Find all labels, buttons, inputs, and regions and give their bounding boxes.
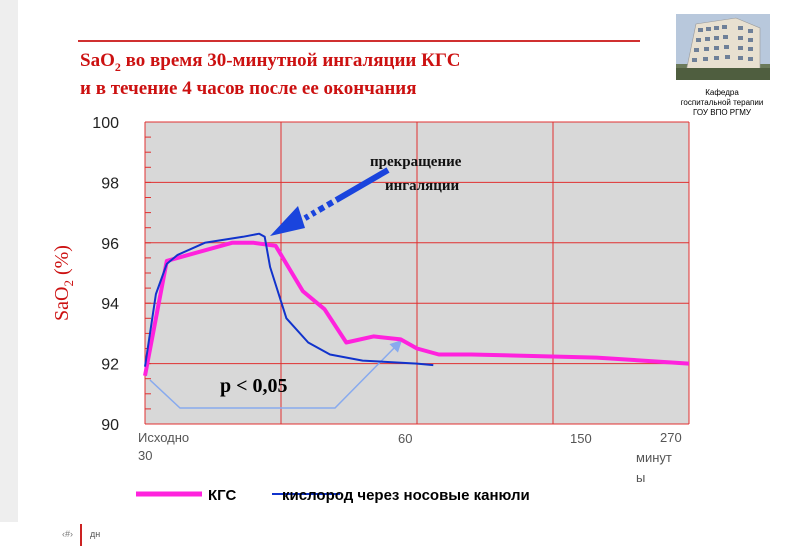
title-line-2: и в течение 4 часов после ее окончания	[80, 77, 417, 99]
slide-title: SaO2 во время 30-минутной ингаляции КГС …	[80, 50, 640, 100]
y-tick-label: 90	[101, 417, 119, 434]
logo-caption: Кафедра госпитальной терапии ГОУ ВПО РГМ…	[664, 88, 780, 118]
y-tick-label: 100	[92, 115, 119, 132]
y-tick-label: 96	[101, 236, 119, 253]
x-tick-label: Исходно	[138, 430, 189, 445]
x-tick-label: минут	[636, 450, 672, 465]
p-bracket	[149, 339, 403, 409]
x-tick-150: 150	[570, 431, 592, 446]
y-tick-label: 92	[101, 357, 119, 374]
y-tick-label: 94	[101, 296, 119, 313]
stop-inhalation-arrow	[270, 167, 390, 236]
footer-divider	[80, 524, 82, 546]
title-line-1: SaO2 во время 30-минутной ингаляции КГС	[80, 50, 640, 78]
x-tick-60: 60	[398, 431, 412, 446]
x-tick-label: 30	[138, 448, 152, 463]
title-rule	[78, 40, 640, 42]
x-tick-270: 270 минут ы	[636, 430, 682, 485]
y-tick-label: 98	[101, 175, 119, 192]
series-line-kgs	[143, 240, 690, 377]
legend-label-oxygen: кислород через носовые канюли	[282, 487, 530, 504]
p-value-label: p < 0,05	[220, 375, 288, 397]
x-tick-label: 270	[660, 430, 682, 445]
logo-caption-line-3: ГОУ ВПО РГМУ	[693, 108, 751, 117]
legend-label-kgs: КГС	[208, 487, 236, 504]
annotation-line: прекращение	[370, 154, 462, 170]
y-axis-label: SaO2 (%)	[51, 245, 76, 321]
x-tick-baseline: Исходно 30	[138, 430, 189, 463]
title-subscript: 2	[114, 59, 121, 74]
series-line-oxygen	[144, 232, 434, 367]
annotation-line: ингаляции	[385, 178, 460, 194]
legend: КГС кислород через носовые канюли	[136, 487, 530, 504]
stop-inhalation-label: прекращение ингаляции	[370, 154, 462, 194]
logo-caption-line-1: Кафедра	[705, 88, 739, 97]
title-rest: во время 30-минутной ингаляции КГС	[120, 50, 461, 71]
slide-number: ‹#›	[62, 529, 73, 539]
x-tick-label: ы	[636, 470, 645, 485]
logo-caption-line-2: госпитальной терапии	[680, 98, 764, 107]
building-photo-icon	[676, 14, 770, 80]
title-sao: SaO	[80, 50, 115, 71]
footer-text: дн	[90, 529, 101, 539]
left-strip	[0, 0, 18, 522]
